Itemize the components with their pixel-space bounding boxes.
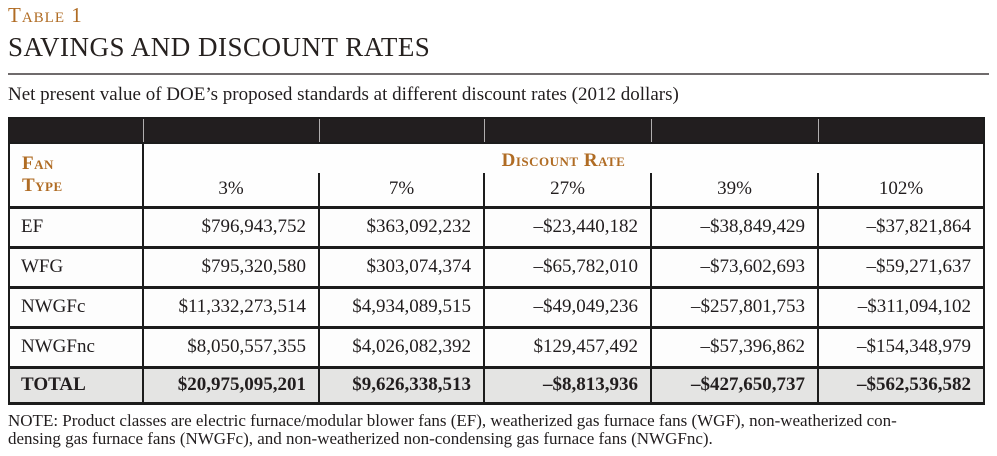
cell-value: $363,092,232 (318, 207, 484, 249)
table-row-ef: EF $796,943,752 $363,092,232 –$23,440,18… (9, 207, 984, 249)
header-band-cell (651, 118, 819, 144)
total-cell-value: $9,626,338,513 (318, 367, 484, 405)
table-number-label: Table 1 (8, 3, 83, 27)
cell-value: –$59,271,637 (817, 247, 984, 289)
row-label: NWGFc (9, 287, 143, 329)
header-band-cell (484, 118, 652, 144)
cell-value: –$65,782,010 (483, 247, 651, 289)
rate-column-header-39pct: 39% (650, 173, 818, 209)
total-cell-value: –$562,536,582 (817, 367, 984, 405)
title-divider (8, 73, 989, 75)
rate-column-header-3pct: 3% (143, 173, 319, 209)
cell-value: –$311,094,102 (817, 287, 984, 329)
cell-value: –$73,602,693 (650, 247, 818, 289)
cell-value: $796,943,752 (142, 207, 319, 249)
rate-column-header-27pct: 27% (483, 173, 651, 209)
cell-value: –$49,049,236 (483, 287, 651, 329)
savings-discount-rates-table: Fan Type Discount Rate 3% 7% 27% 39% 102… (8, 117, 985, 405)
cell-value: –$154,348,979 (817, 327, 984, 369)
rate-header-row: 3% 7% 27% 39% 102% (9, 173, 984, 209)
cell-value: $129,457,492 (483, 327, 651, 369)
cell-value: –$38,849,429 (650, 207, 818, 249)
header-band-cell (319, 118, 485, 144)
fan-type-line1: Fan (22, 153, 54, 175)
cell-value: $795,320,580 (142, 247, 319, 289)
fan-type-column-header: Fan Type (9, 143, 144, 209)
cell-value: $303,074,374 (318, 247, 484, 289)
header-band-cell (143, 118, 320, 144)
table-row-wfg: WFG $795,320,580 $303,074,374 –$65,782,0… (9, 247, 984, 289)
header-band-cell (9, 118, 144, 144)
total-cell-value: $20,975,095,201 (142, 367, 319, 405)
cell-value: $4,026,082,392 (318, 327, 484, 369)
cell-value: $11,332,273,514 (142, 287, 319, 329)
table-row-nwgfc: NWGFc $11,332,273,514 $4,934,089,515 –$4… (9, 287, 984, 329)
cell-value: –$257,801,753 (650, 287, 818, 329)
row-label: EF (9, 207, 143, 249)
total-cell-value: –$427,650,737 (650, 367, 818, 405)
rate-column-header-102pct: 102% (817, 173, 984, 209)
page-title: SAVINGS AND DISCOUNT RATES (8, 32, 431, 62)
cell-value: –$23,440,182 (483, 207, 651, 249)
fan-type-line2: Type (22, 174, 63, 196)
row-label: NWGFnc (9, 327, 143, 369)
header-top-row: Fan Type Discount Rate (9, 143, 984, 209)
header-band-cell (818, 118, 984, 144)
footnote-line2: densing gas furnace fans (NWGFc), and no… (8, 428, 713, 448)
rate-column-header-7pct: 7% (318, 173, 484, 209)
cell-value: –$57,396,862 (650, 327, 818, 369)
cell-value: $4,934,089,515 (318, 287, 484, 329)
header-band-row (9, 118, 984, 144)
cell-value: –$37,821,864 (817, 207, 984, 249)
table-row-nwgfnc: NWGFnc $8,050,557,355 $4,026,082,392 $12… (9, 327, 984, 369)
footnote-line1: NOTE: Product classes are electric furna… (8, 410, 897, 430)
row-label: WFG (9, 247, 143, 289)
total-row-label: TOTAL (9, 367, 143, 405)
discount-rate-group-header: Discount Rate (143, 143, 984, 173)
table-row-total: TOTAL $20,975,095,201 $9,626,338,513 –$8… (9, 367, 984, 405)
cell-value: $8,050,557,355 (142, 327, 319, 369)
total-cell-value: –$8,813,936 (483, 367, 651, 405)
table-subtitle: Net present value of DOE’s proposed stan… (8, 84, 679, 105)
table-footnote: NOTE: Product classes are electric furna… (8, 410, 989, 448)
